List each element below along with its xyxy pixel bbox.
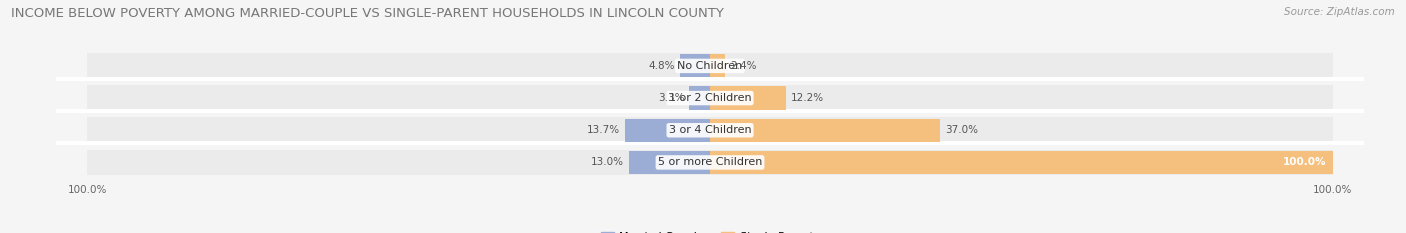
Bar	[628, 151, 710, 174]
Bar	[710, 151, 1333, 174]
Bar	[87, 150, 1333, 175]
Bar	[681, 54, 710, 78]
Text: 2.4%: 2.4%	[730, 61, 756, 71]
Bar	[710, 54, 725, 78]
Text: 1 or 2 Children: 1 or 2 Children	[669, 93, 751, 103]
Text: 5 or more Children: 5 or more Children	[658, 158, 762, 168]
Text: 37.0%: 37.0%	[945, 125, 979, 135]
Legend: Married Couples, Single Parents: Married Couples, Single Parents	[596, 227, 824, 233]
Text: Source: ZipAtlas.com: Source: ZipAtlas.com	[1284, 7, 1395, 17]
Bar	[87, 53, 1333, 79]
Text: 13.0%: 13.0%	[591, 158, 624, 168]
Text: 100.0%: 100.0%	[1282, 158, 1326, 168]
Text: 4.8%: 4.8%	[648, 61, 675, 71]
Bar	[87, 85, 1333, 111]
Bar	[689, 86, 710, 110]
Bar	[710, 86, 786, 110]
Text: 13.7%: 13.7%	[586, 125, 620, 135]
Text: INCOME BELOW POVERTY AMONG MARRIED-COUPLE VS SINGLE-PARENT HOUSEHOLDS IN LINCOLN: INCOME BELOW POVERTY AMONG MARRIED-COUPL…	[11, 7, 724, 20]
Bar	[87, 117, 1333, 143]
Text: 3 or 4 Children: 3 or 4 Children	[669, 125, 751, 135]
Bar	[710, 119, 941, 142]
Text: 3.3%: 3.3%	[658, 93, 685, 103]
Bar	[624, 119, 710, 142]
Text: No Children: No Children	[678, 61, 742, 71]
Text: 12.2%: 12.2%	[792, 93, 824, 103]
